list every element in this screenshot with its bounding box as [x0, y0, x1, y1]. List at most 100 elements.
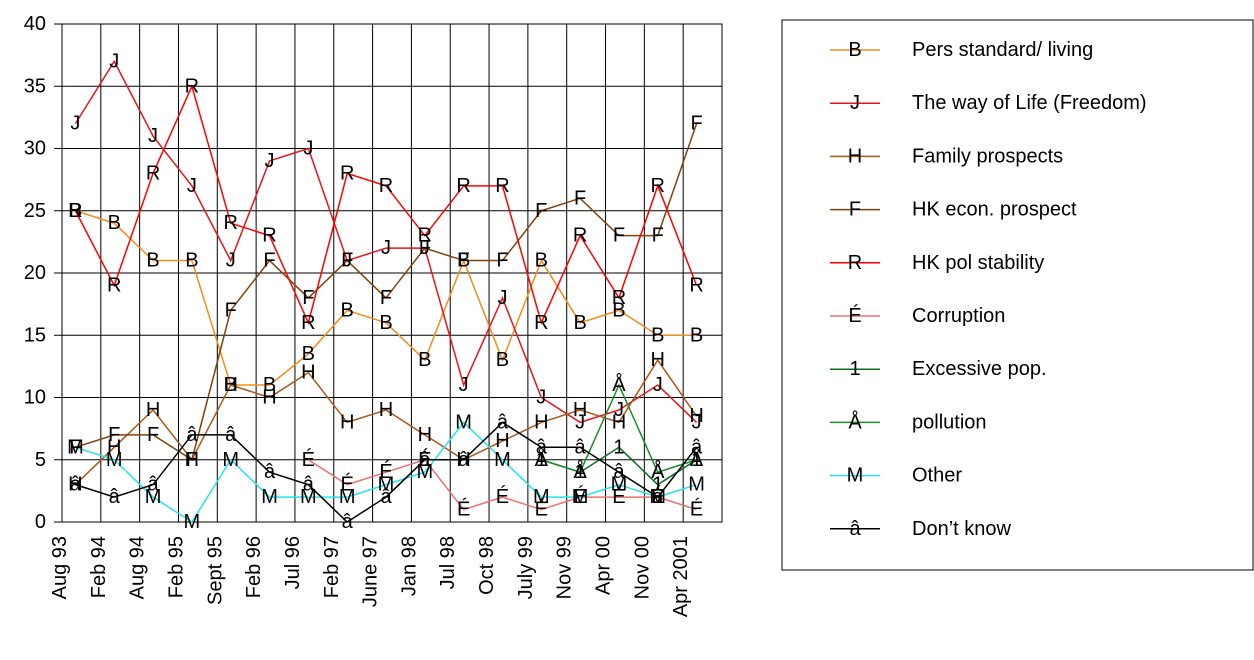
legend-label: Family prospects	[912, 145, 1063, 167]
legend-marker: Å	[848, 410, 862, 433]
point-marker: F	[69, 436, 81, 458]
y-tick-label: 15	[24, 324, 46, 346]
point-marker: M	[378, 474, 395, 496]
point-marker: B	[341, 299, 354, 321]
point-marker: â	[652, 486, 664, 508]
point-marker: R	[107, 274, 121, 296]
point-marker: â	[109, 486, 121, 508]
x-tick-label: Aug 93	[49, 536, 71, 599]
point-marker: M	[455, 411, 472, 433]
point-marker: H	[456, 449, 470, 471]
point-marker: R	[146, 162, 160, 184]
point-marker: H	[185, 449, 199, 471]
legend-marker: F	[849, 199, 861, 221]
series-line	[75, 421, 697, 524]
point-marker: H	[612, 411, 626, 433]
point-marker: B	[302, 343, 315, 365]
point-marker: B	[690, 324, 703, 346]
point-marker: M	[494, 449, 511, 471]
series-line	[74, 84, 698, 326]
point-marker: F	[186, 449, 198, 471]
point-marker: â	[458, 449, 470, 471]
point-marker: F	[690, 113, 702, 135]
point-marker: J	[653, 374, 663, 396]
point-marker: H	[340, 411, 354, 433]
point-marker: F	[263, 250, 275, 272]
y-tick-label: 35	[24, 75, 46, 97]
point-marker: J	[575, 411, 585, 433]
point-marker: É	[535, 498, 548, 521]
legend-box	[781, 19, 1254, 571]
point-marker: F	[147, 424, 159, 446]
y-tick-label: 0	[35, 511, 46, 533]
legend-marker: R	[848, 252, 862, 274]
point-marker: J	[187, 175, 197, 197]
plot-frame	[61, 23, 723, 523]
point-marker: Å	[690, 448, 704, 471]
y-tick-label: 10	[24, 387, 46, 409]
point-marker: Å	[651, 460, 665, 483]
legend-marker: É	[848, 304, 861, 327]
legend-label: Pers standard/ living	[912, 39, 1093, 61]
series-line	[541, 383, 697, 474]
x-tick-label: Apr 2001	[670, 536, 692, 617]
point-marker: J	[381, 237, 391, 259]
point-marker: É	[341, 473, 354, 496]
point-marker: J	[342, 250, 352, 272]
legend-marker: â	[849, 518, 861, 540]
point-marker: F	[302, 287, 314, 309]
point-marker: J	[692, 411, 702, 433]
point-marker: Å	[573, 460, 587, 483]
point-marker: F	[496, 250, 508, 272]
point-marker: B	[535, 250, 548, 272]
point-marker: B	[612, 299, 625, 321]
point-marker: B	[146, 250, 159, 272]
point-marker: R	[534, 312, 548, 334]
point-marker: J	[148, 125, 158, 147]
point-marker: R	[340, 162, 354, 184]
legend-marker: M	[847, 465, 864, 487]
point-marker: H	[534, 411, 548, 433]
point-marker: É	[379, 460, 392, 483]
x-tick-label: June 97	[360, 536, 382, 607]
point-marker: J	[536, 387, 546, 409]
legend-marker: J	[850, 92, 860, 114]
y-tick-label: 5	[35, 449, 46, 471]
point-marker: M	[67, 436, 84, 458]
point-marker: H	[262, 387, 276, 409]
point-marker: â	[225, 424, 237, 446]
point-marker: â	[613, 461, 625, 483]
point-marker: É	[690, 498, 703, 521]
point-marker: F	[613, 225, 625, 247]
point-marker: â	[342, 511, 354, 533]
legend-label: HK pol stability	[912, 252, 1044, 274]
point-marker: H	[573, 399, 587, 421]
series-line	[74, 59, 698, 424]
point-marker: R	[456, 175, 470, 197]
point-marker: M	[339, 486, 356, 508]
point-marker: R	[418, 225, 432, 247]
x-tick-label: Oct 98	[476, 536, 498, 595]
point-marker: É	[651, 485, 664, 508]
x-tick-label: Feb 97	[321, 536, 343, 598]
x-tick-label: Apr 00	[593, 536, 615, 595]
x-tick-label: Jan 98	[398, 536, 420, 596]
point-marker: F	[535, 200, 547, 222]
point-marker: M	[649, 486, 666, 508]
point-marker: R	[573, 225, 587, 247]
point-marker: â	[186, 424, 198, 446]
point-marker: R	[223, 212, 237, 234]
point-marker: B	[496, 349, 509, 371]
point-marker: â	[147, 474, 159, 496]
point-marker: â	[575, 436, 587, 458]
point-marker: J	[303, 138, 313, 160]
y-tick-label: 40	[24, 13, 46, 35]
point-marker: H	[379, 399, 393, 421]
point-marker: F	[574, 187, 586, 209]
point-marker: M	[416, 461, 433, 483]
point-marker: â	[497, 411, 509, 433]
y-tick-label: 25	[24, 200, 46, 222]
point-marker: É	[496, 485, 509, 508]
point-marker: F	[108, 424, 120, 446]
